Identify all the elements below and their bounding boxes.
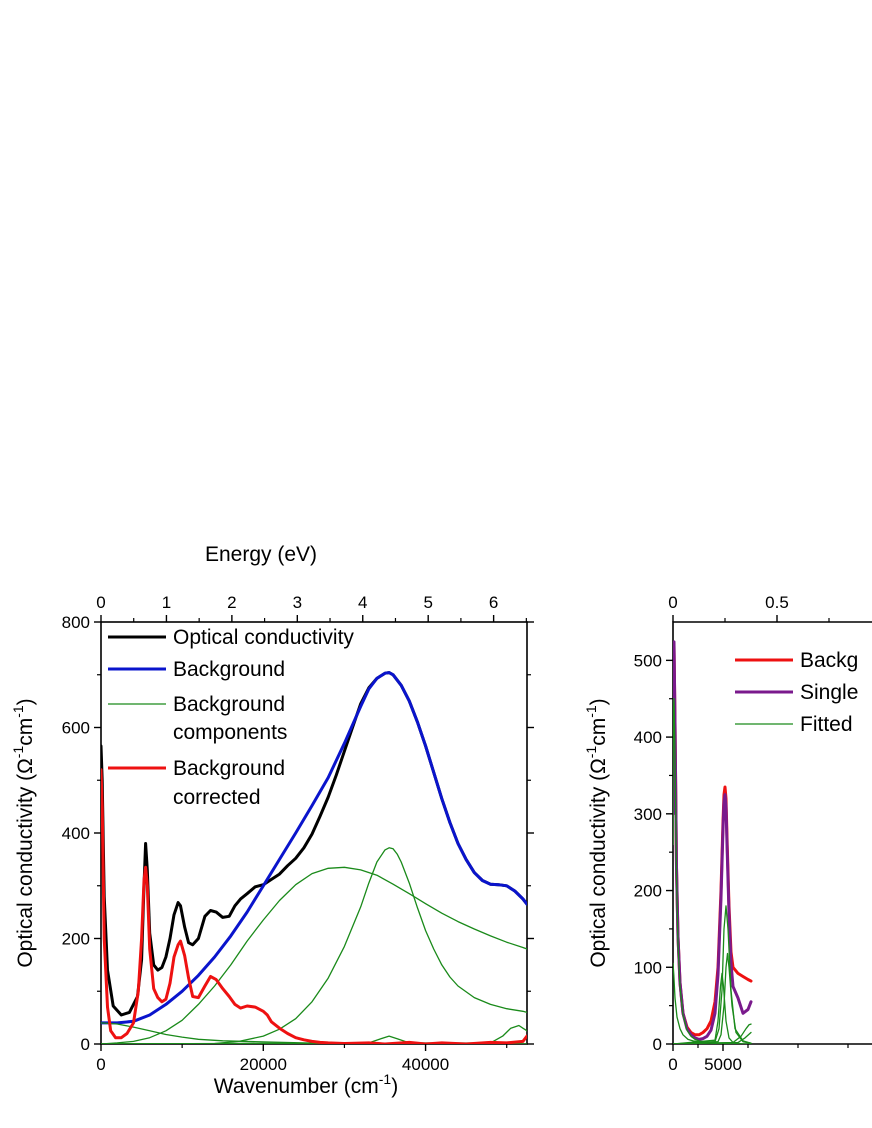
legend-label-components-line2: components	[173, 721, 287, 744]
x-tick-label: 5000	[704, 1055, 742, 1074]
left-top-tick-labels: 0 1 2 3 4 5 6	[96, 593, 498, 612]
series-line	[673, 643, 753, 1037]
left-y-axis-title-close: )	[14, 698, 37, 705]
series-line	[101, 768, 527, 1044]
y-tick-label: 600	[62, 719, 90, 738]
right-top-tick-labels: 0 0.5	[668, 593, 789, 612]
left-y-axis-title: Optical conductivity (Ω-1cm-1)	[10, 698, 37, 967]
legend-label-fitted: Fitted	[800, 713, 853, 736]
y-tick-label: 400	[634, 728, 662, 747]
left-top-axis-title: Energy (eV)	[205, 543, 317, 566]
left-axis-ticks	[94, 615, 534, 1051]
left-x-axis-title: Wavenumber (cm-1)	[214, 1071, 398, 1098]
top-tick-label: 2	[227, 593, 236, 612]
top-tick-label: 6	[489, 593, 498, 612]
top-tick-label: 0	[96, 593, 105, 612]
y-tick-label: 100	[634, 958, 662, 977]
y-tick-label: 200	[62, 930, 90, 949]
x-tick-label: 40000	[402, 1055, 449, 1074]
series-line	[101, 847, 527, 1044]
left-series-lines	[101, 671, 527, 1044]
legend-label-optical: Optical conductivity	[173, 626, 354, 649]
top-tick-label: 0.5	[765, 593, 789, 612]
right-y-axis-title-sup2: -1	[583, 705, 599, 718]
y-tick-label: 800	[62, 613, 90, 632]
left-y-axis-title-sup2: -1	[10, 705, 26, 718]
series-line	[673, 972, 744, 1044]
top-tick-label: 0	[668, 593, 677, 612]
y-tick-label: 0	[653, 1035, 662, 1054]
series-line	[101, 671, 527, 1025]
left-x-axis-title-sup: -1	[379, 1071, 392, 1087]
left-y-axis-title-main: Optical conductivity (Ω	[14, 758, 37, 967]
left-x-tick-labels: 0 20000 40000	[96, 1055, 449, 1074]
top-tick-label: 1	[162, 593, 171, 612]
x-tick-label: 0	[668, 1055, 677, 1074]
top-tick-label: 5	[423, 593, 432, 612]
left-y-axis-title-mid: cm	[14, 718, 37, 746]
top-tick-label: 4	[358, 593, 367, 612]
legend-label-corrected-line1: Background	[173, 757, 285, 780]
right-series-lines	[673, 640, 753, 1044]
legend-label-components-line1: Background	[173, 693, 285, 716]
series-line	[101, 866, 527, 1044]
y-tick-label: 0	[81, 1035, 90, 1054]
right-y-axis-title-main: Optical conductivity (Ω	[587, 758, 610, 967]
y-tick-label: 500	[634, 651, 662, 670]
series-line	[673, 905, 752, 1044]
legend-label-backg: Backg	[800, 649, 858, 672]
right-y-axis-title-mid: cm	[587, 718, 610, 746]
left-x-axis-title-main: Wavenumber (cm	[214, 1075, 379, 1098]
left-legend: Optical conductivity Background Backgrou…	[108, 626, 354, 809]
top-tick-label: 3	[293, 593, 302, 612]
x-tick-label: 0	[96, 1055, 105, 1074]
legend-label-corrected-line2: corrected	[173, 786, 261, 809]
right-x-tick-labels: 0 5000	[668, 1055, 742, 1074]
series-line	[673, 952, 752, 1044]
legend-label-background: Background	[173, 658, 285, 681]
x-tick-label: 20000	[240, 1055, 287, 1074]
left-x-axis-title-close: )	[391, 1075, 398, 1098]
y-tick-label: 200	[634, 882, 662, 901]
left-y-axis-title-sup1: -1	[10, 746, 26, 759]
series-line	[673, 640, 753, 1041]
right-y-axis-title-sup1: -1	[583, 746, 599, 759]
right-y-tick-labels: 0 100 200 300 400 500	[634, 651, 662, 1054]
right-y-axis-title-close: )	[587, 698, 610, 705]
right-y-axis-title: Optical conductivity (Ω-1cm-1)	[583, 698, 610, 967]
series-line	[673, 698, 752, 1044]
legend-label-single: Single	[800, 681, 858, 704]
y-tick-label: 300	[634, 805, 662, 824]
right-legend: Backg Single Fitted	[735, 649, 858, 736]
y-tick-label: 400	[62, 824, 90, 843]
left-panel: 0 200 400 600 800 0 20000 40000 0 1 2 3 4 5 6 Energy…	[10, 543, 534, 1098]
series-line	[673, 1031, 752, 1044]
series-line	[101, 671, 527, 1017]
left-y-tick-labels: 0 200 400 600 800	[62, 613, 90, 1054]
right-axis-ticks	[666, 615, 849, 1051]
